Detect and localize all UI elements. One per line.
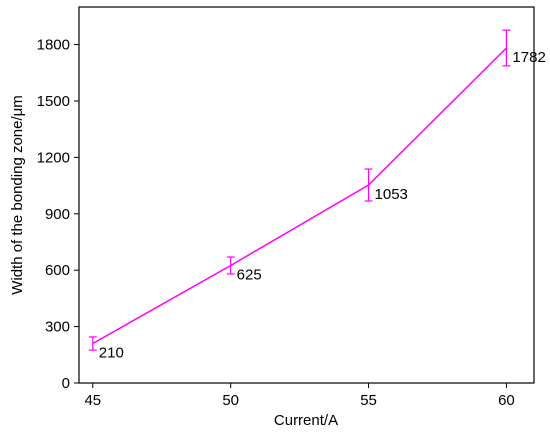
y-tick-label: 0 bbox=[62, 375, 70, 392]
x-tick-label: 60 bbox=[498, 392, 515, 409]
error-bar bbox=[364, 168, 373, 202]
x-tick-label: 45 bbox=[84, 392, 101, 409]
y-tick-label: 300 bbox=[45, 319, 70, 336]
y-tick-label: 600 bbox=[45, 262, 70, 279]
plot-frame bbox=[78, 6, 535, 384]
x-tick-label: 55 bbox=[360, 392, 377, 409]
data-label: 1053 bbox=[375, 186, 408, 203]
error-bar bbox=[88, 336, 97, 351]
y-tick-label: 1200 bbox=[37, 149, 70, 166]
error-bar bbox=[502, 29, 511, 67]
data-label: 210 bbox=[99, 345, 124, 362]
x-axis-label: Current/A bbox=[274, 412, 338, 429]
data-label: 1782 bbox=[512, 49, 545, 66]
data-label: 625 bbox=[237, 267, 262, 284]
x-tick-label: 50 bbox=[222, 392, 239, 409]
y-tick-label: 900 bbox=[45, 206, 70, 223]
line bbox=[92, 47, 507, 345]
y-tick-label: 1500 bbox=[37, 93, 70, 110]
y-tick-label: 1800 bbox=[37, 37, 70, 54]
error-bar bbox=[226, 256, 235, 275]
y-axis-label: Width of the bonding zone/μm bbox=[9, 95, 26, 295]
